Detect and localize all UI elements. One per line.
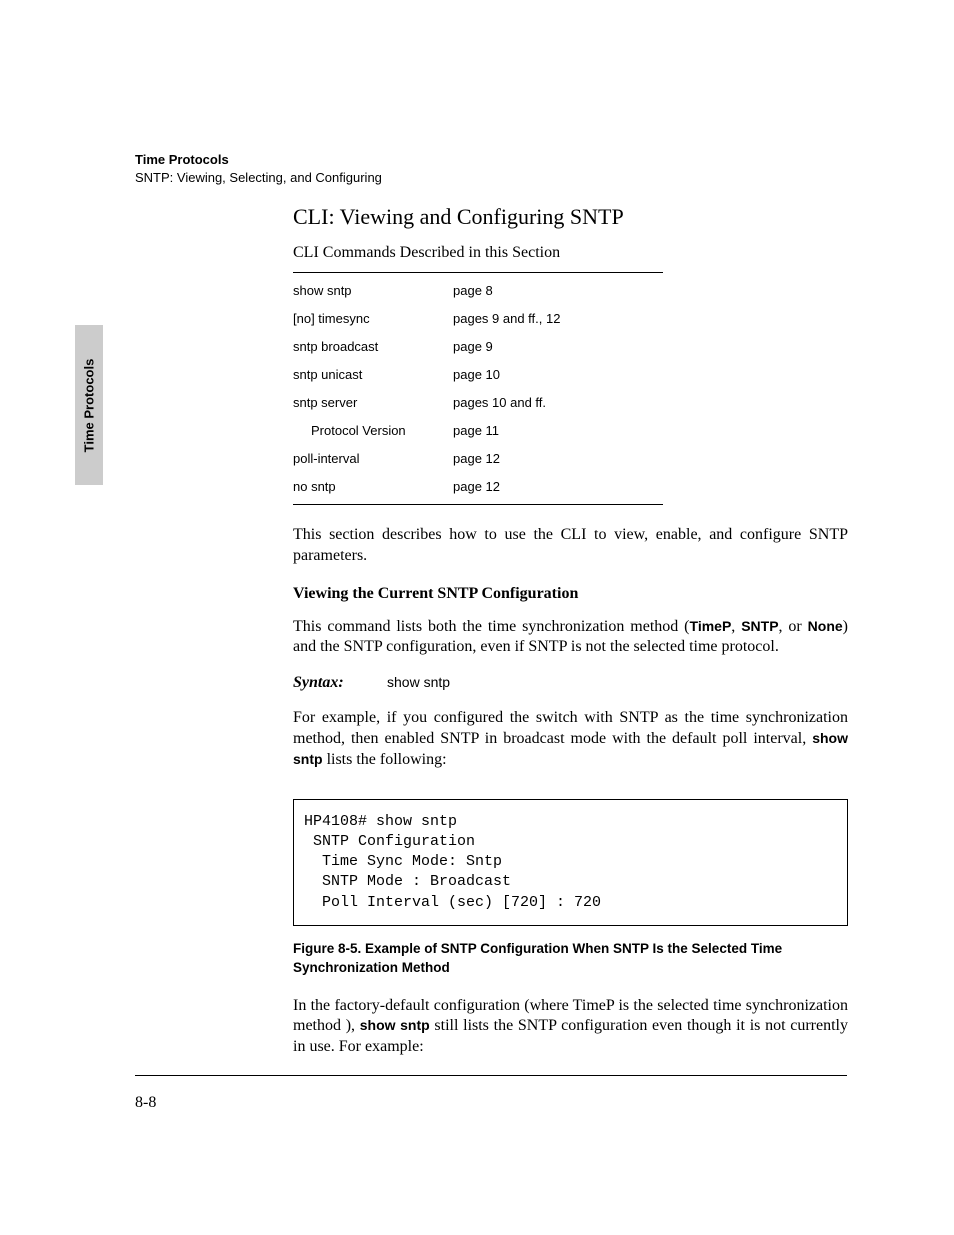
syntax-command: show sntp [387, 674, 450, 690]
section-heading: CLI: Viewing and Configuring SNTP [293, 204, 848, 230]
table-row: [no] timesyncpages 9 and ff., 12 [293, 305, 663, 333]
table-row: sntp unicastpage 10 [293, 361, 663, 389]
reference-cell: page 12 [453, 445, 663, 473]
command-cell: sntp unicast [293, 361, 453, 389]
text-fragment: This command lists both the time synchro… [293, 618, 690, 635]
commands-table: show sntppage 8[no] timesyncpages 9 and … [293, 272, 663, 505]
text-fragment: For example, if you configured the switc… [293, 709, 848, 747]
sidebar-tab-label: Time Protocols [82, 358, 97, 452]
table-row: poll-intervalpage 12 [293, 445, 663, 473]
header-subtitle: SNTP: Viewing, Selecting, and Configurin… [135, 170, 382, 185]
bold-none: None [808, 618, 843, 634]
command-cell: no sntp [293, 473, 453, 505]
default-paragraph: In the factory-default configuration (wh… [293, 996, 848, 1058]
page-number: 8-8 [135, 1094, 156, 1112]
bold-cmd: show sntp [360, 1017, 430, 1033]
syntax-label: Syntax: [293, 674, 383, 692]
sidebar-tab: Time Protocols [75, 325, 103, 485]
example-paragraph: For example, if you configured the switc… [293, 708, 848, 770]
command-cell: sntp server [293, 389, 453, 417]
sub-heading: Viewing the Current SNTP Configuration [293, 585, 848, 603]
view-paragraph: This command lists both the time synchro… [293, 617, 848, 659]
reference-cell: page 9 [453, 333, 663, 361]
reference-cell: pages 9 and ff., 12 [453, 305, 663, 333]
reference-cell: page 11 [453, 417, 663, 445]
code-block: HP4108# show sntp SNTP Configuration Tim… [293, 799, 848, 926]
reference-cell: page 12 [453, 473, 663, 505]
table-row: sntp serverpages 10 and ff. [293, 389, 663, 417]
command-cell: Protocol Version [293, 417, 453, 445]
bold-timep: TimeP [690, 618, 732, 634]
reference-cell: pages 10 and ff. [453, 389, 663, 417]
text-fragment: , or [779, 618, 808, 635]
command-cell: poll-interval [293, 445, 453, 473]
table-row: sntp broadcastpage 9 [293, 333, 663, 361]
table-row: no sntppage 12 [293, 473, 663, 505]
page-header: Time Protocols SNTP: Viewing, Selecting,… [135, 152, 382, 185]
header-title: Time Protocols [135, 152, 382, 167]
figure-caption: Figure 8-5. Example of SNTP Configuratio… [293, 940, 848, 978]
table-caption: CLI Commands Described in this Section [293, 244, 848, 262]
footer-rule [135, 1075, 847, 1076]
table-row: Protocol Versionpage 11 [293, 417, 663, 445]
intro-paragraph: This section describes how to use the CL… [293, 525, 848, 567]
reference-cell: page 10 [453, 361, 663, 389]
command-cell: show sntp [293, 273, 453, 305]
table-row: show sntppage 8 [293, 273, 663, 305]
reference-cell: page 8 [453, 273, 663, 305]
command-cell: sntp broadcast [293, 333, 453, 361]
text-fragment: , [731, 618, 741, 635]
text-fragment: lists the following: [323, 751, 447, 768]
syntax-line: Syntax: show sntp [293, 674, 848, 692]
main-content: CLI: Viewing and Configuring SNTP CLI Co… [293, 204, 848, 1074]
command-cell: [no] timesync [293, 305, 453, 333]
bold-sntp: SNTP [741, 618, 778, 634]
